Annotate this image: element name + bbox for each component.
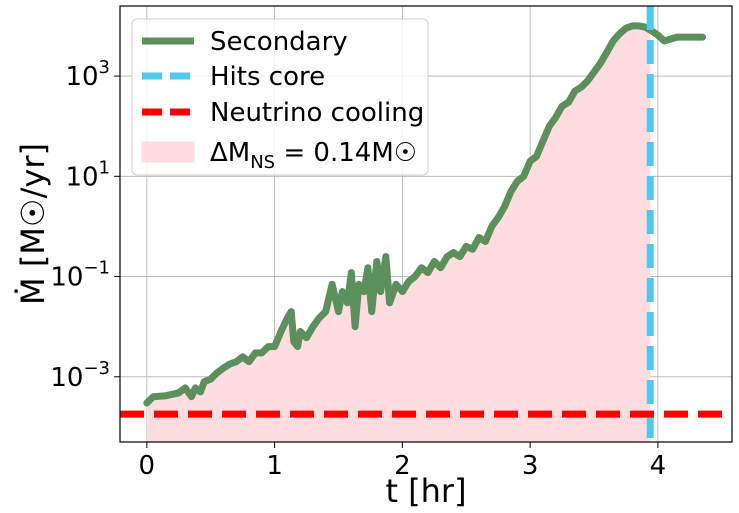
legend-label: Hits core — [210, 62, 325, 92]
legend-swatch-fill — [141, 141, 195, 163]
x-tick-label: 0 — [139, 451, 156, 481]
legend-label: Neutrino cooling — [210, 98, 424, 128]
fill-region — [146, 25, 651, 442]
y-axis-title: Ṁ [M☉/yr] — [14, 143, 52, 305]
plot-frame — [119, 5, 733, 443]
y-tick-label: 10−3 — [50, 358, 110, 393]
legend-box — [131, 18, 429, 176]
y-tick-label: 103 — [65, 57, 110, 92]
series-layer — [143, 22, 707, 407]
x-tick-label: 3 — [522, 451, 539, 481]
x-tick-label: 4 — [650, 451, 667, 481]
x-axis-ticks: 0 1 2 3 4 — [139, 442, 667, 481]
legend-label: Secondary — [210, 27, 348, 57]
y-tick-label: 10−1 — [50, 258, 110, 293]
x-axis-title: t [hr] — [385, 472, 466, 510]
y-axis-ticks: 10−3 10−1 101 103 — [50, 57, 120, 393]
y-tick-label: 101 — [65, 157, 110, 192]
legend-label: ΔMNS = 0.14M☉ — [210, 138, 417, 173]
x-tick-label: 1 — [266, 451, 283, 481]
legend: Secondary Hits core Neutrino cooling ΔMNS =… — [131, 18, 429, 176]
x-tick-label: 2 — [394, 451, 411, 481]
fill-area-mass — [146, 25, 651, 442]
reference-lines — [120, 6, 732, 442]
series-line-secondary — [143, 22, 707, 407]
